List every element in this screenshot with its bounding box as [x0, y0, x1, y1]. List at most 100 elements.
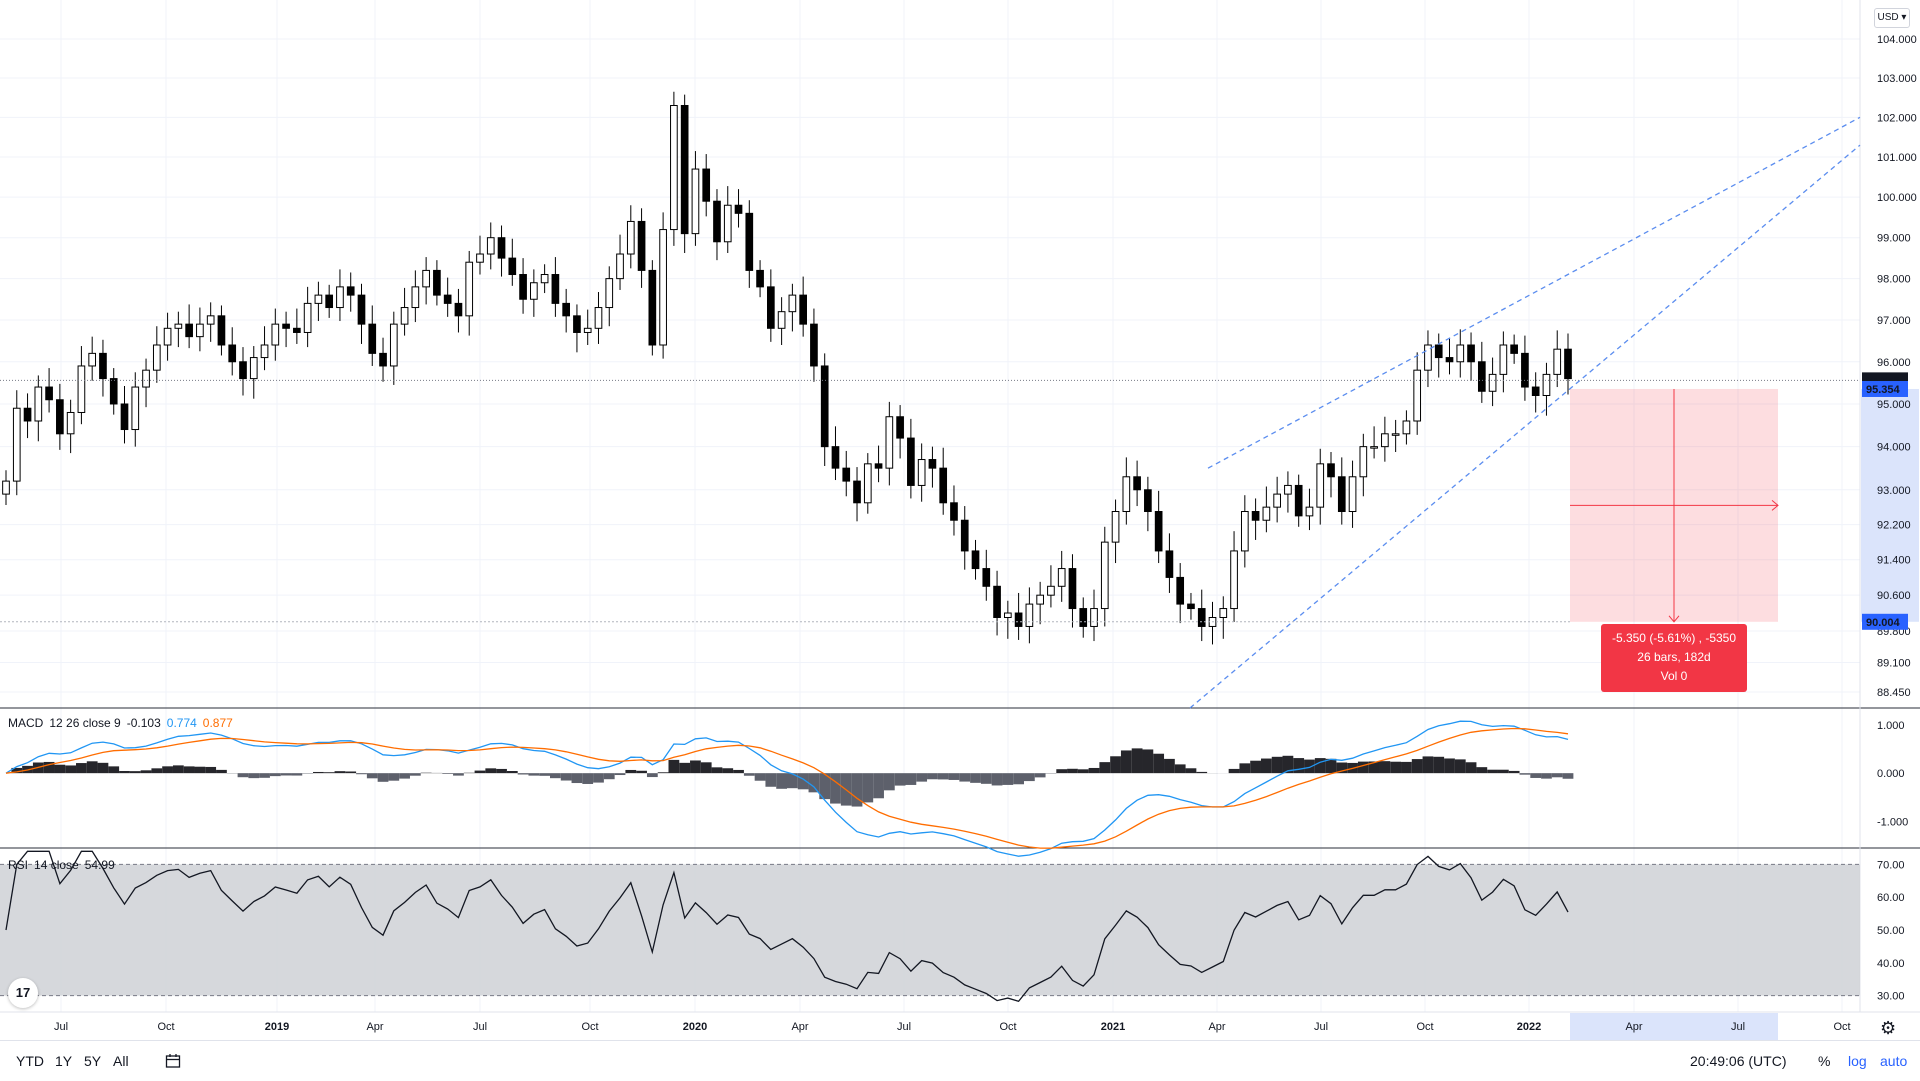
candle-body: [1285, 485, 1292, 494]
time-tick-label: Apr: [1208, 1021, 1225, 1033]
tradingview-logo[interactable]: 17: [8, 978, 38, 1008]
candle-body: [444, 295, 451, 303]
price-tick-label: 95.000: [1877, 399, 1911, 411]
candle-body: [595, 308, 602, 329]
candle-body: [681, 105, 688, 233]
macd-histogram-bar: [1412, 759, 1423, 773]
candle-body: [1360, 447, 1367, 477]
macd-histogram-bar: [1164, 759, 1175, 773]
candle-body: [1446, 358, 1453, 362]
macd-histogram-bar: [647, 773, 658, 777]
macd-histogram-bar: [1466, 762, 1477, 773]
price-tick-label: 103.000: [1877, 73, 1917, 85]
candle-body: [1468, 345, 1475, 362]
candle-body: [412, 287, 419, 308]
macd-histogram-bar: [636, 771, 647, 773]
macd-histogram-bar: [669, 760, 680, 773]
macd-histogram-bar: [873, 773, 884, 798]
macd-histogram-bar: [1078, 769, 1089, 773]
range-ytd-button[interactable]: YTD: [16, 1053, 44, 1069]
macd-histogram-bar: [981, 773, 992, 784]
candle-body: [164, 328, 171, 345]
rsi-tick-label: 50.00: [1877, 925, 1905, 937]
candle-body: [724, 205, 731, 242]
price-tick-label: 99.000: [1877, 233, 1911, 245]
macd-histogram-bar: [345, 771, 356, 773]
macd-histogram-bar: [949, 773, 960, 780]
candle-body: [35, 387, 42, 421]
candle-body: [315, 295, 322, 303]
candle-body: [1123, 477, 1130, 512]
macd-histogram-bar: [281, 773, 292, 775]
candle-body: [864, 464, 871, 503]
candle-body: [541, 275, 548, 283]
candle-body: [1101, 542, 1108, 608]
range-all-button[interactable]: All: [113, 1053, 129, 1069]
price-tick-label: 97.000: [1877, 315, 1911, 327]
price-tick-label: 102.000: [1877, 112, 1917, 124]
auto-toggle[interactable]: auto: [1880, 1053, 1907, 1069]
range-1y-button[interactable]: 1Y: [55, 1053, 72, 1069]
candle-body: [918, 460, 925, 486]
price-tick-label: 90.600: [1877, 590, 1911, 602]
macd-histogram-bar: [195, 767, 206, 773]
time-tick-label: Jul: [897, 1021, 911, 1033]
candle-body: [692, 169, 699, 234]
macd-histogram-bar: [1520, 773, 1531, 774]
percent-toggle[interactable]: %: [1818, 1053, 1830, 1069]
macd-histogram-bar: [119, 771, 130, 773]
macd-histogram-bar: [528, 773, 539, 775]
candle-body: [886, 417, 893, 468]
time-tick-label: Jul: [1314, 1021, 1328, 1033]
date-range-calendar-icon[interactable]: [165, 1053, 181, 1072]
measure-bars: 26 bars, 182d: [1601, 648, 1747, 667]
macd-histogram-bar: [1272, 757, 1283, 773]
macd-histogram-bar: [1056, 769, 1067, 773]
macd-histogram-bar: [216, 770, 227, 773]
measure-volume: Vol 0: [1601, 667, 1747, 686]
macd-histogram-bar: [205, 767, 216, 773]
candle-body: [1306, 507, 1313, 516]
currency-button[interactable]: USD ▾: [1874, 8, 1910, 28]
price-tick-label: 93.000: [1877, 485, 1911, 497]
candle-body: [390, 324, 397, 366]
macd-histogram-bar: [593, 773, 604, 782]
utc-clock[interactable]: 20:49:06 (UTC): [1690, 1053, 1786, 1069]
rsi-params: 14 close: [34, 858, 79, 872]
macd-histogram-bar: [927, 773, 938, 779]
candle-body: [1166, 551, 1173, 577]
candle-body: [218, 316, 225, 345]
macd-histogram-bar: [151, 768, 162, 773]
candle-body: [153, 345, 160, 370]
settings-gear-icon[interactable]: ⚙: [1880, 1018, 1896, 1039]
macd-histogram-bar: [884, 773, 895, 790]
candle-body: [197, 324, 204, 337]
macd-hist-value: -0.103: [127, 716, 161, 730]
candle-body: [1188, 604, 1195, 608]
macd-signal-value: 0.877: [203, 716, 233, 730]
macd-histogram-bar: [1315, 758, 1326, 773]
rsi-tick-label: 30.00: [1877, 991, 1905, 1003]
candle-body: [1435, 345, 1442, 358]
rsi-tick-label: 40.00: [1877, 958, 1905, 970]
macd-name: MACD: [8, 716, 43, 730]
macd-histogram-bar: [1067, 769, 1078, 773]
macd-histogram-bar: [442, 773, 453, 774]
candle-body: [1500, 345, 1507, 374]
time-tick-label: Apr: [1625, 1021, 1642, 1033]
range-5y-button[interactable]: 5Y: [84, 1053, 101, 1069]
candle-body: [1543, 374, 1550, 395]
macd-histogram-bar: [65, 765, 76, 773]
candle-body: [671, 105, 678, 229]
price-tick-label: 104.000: [1877, 34, 1917, 46]
candle-body: [1532, 387, 1539, 395]
candle-body: [714, 201, 721, 242]
candle-body: [1478, 362, 1485, 392]
macd-histogram-bar: [1423, 756, 1434, 773]
candle-body: [811, 324, 818, 366]
log-toggle[interactable]: log: [1848, 1053, 1867, 1069]
candle-body: [638, 221, 645, 270]
macd-histogram-bar: [1132, 748, 1143, 773]
candle-body: [703, 169, 710, 201]
